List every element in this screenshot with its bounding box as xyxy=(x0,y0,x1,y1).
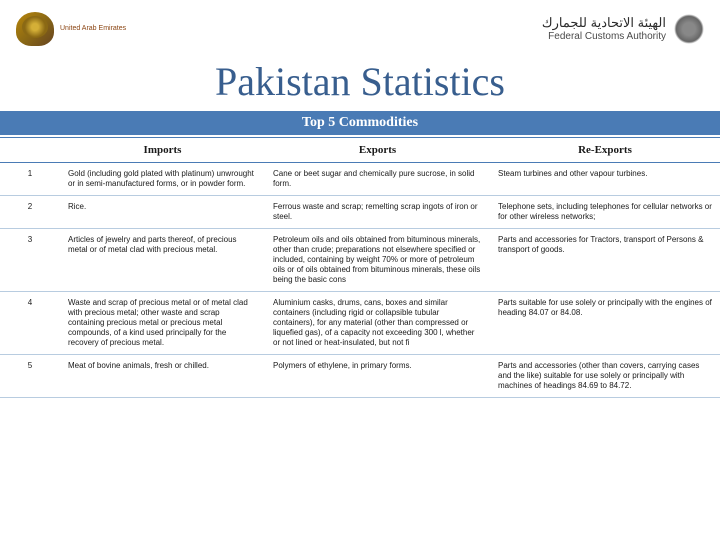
cell-imports: Meat of bovine animals, fresh or chilled… xyxy=(60,355,265,398)
table-header-row: Imports Exports Re-Exports xyxy=(0,138,720,163)
cell-reexports: Parts and accessories for Tractors, tran… xyxy=(490,229,720,292)
cell-imports: Articles of jewelry and parts thereof, o… xyxy=(60,229,265,292)
subtitle-bar: Top 5 Commodities xyxy=(0,111,720,135)
cell-reexports: Steam turbines and other vapour turbines… xyxy=(490,163,720,196)
table-row: 3 Articles of jewelry and parts thereof,… xyxy=(0,229,720,292)
row-number: 5 xyxy=(0,355,60,398)
row-number: 3 xyxy=(0,229,60,292)
row-number: 1 xyxy=(0,163,60,196)
cell-exports: Ferrous waste and scrap; remelting scrap… xyxy=(265,196,490,229)
table-row: 4 Waste and scrap of precious metal or o… xyxy=(0,292,720,355)
page-title: Pakistan Statistics xyxy=(0,58,720,105)
cell-imports: Gold (including gold plated with platinu… xyxy=(60,163,265,196)
fca-logo-block: الهيئة الاتحادية للجمارك Federal Customs… xyxy=(542,14,704,44)
col-header-reexports: Re-Exports xyxy=(490,138,720,163)
uae-emblem-block: United Arab Emirates xyxy=(16,12,126,46)
col-header-imports: Imports xyxy=(60,138,265,163)
cell-reexports: Parts and accessories (other than covers… xyxy=(490,355,720,398)
uae-emblem-caption: United Arab Emirates xyxy=(60,25,126,33)
fca-globe-icon xyxy=(674,14,704,44)
cell-reexports: Parts suitable for use solely or princip… xyxy=(490,292,720,355)
cell-exports: Cane or beet sugar and chemically pure s… xyxy=(265,163,490,196)
cell-exports: Polymers of ethylene, in primary forms. xyxy=(265,355,490,398)
fca-arabic-text: الهيئة الاتحادية للجمارك xyxy=(542,15,666,31)
col-header-blank xyxy=(0,138,60,163)
row-number: 2 xyxy=(0,196,60,229)
col-header-exports: Exports xyxy=(265,138,490,163)
cell-imports: Rice. xyxy=(60,196,265,229)
cell-imports: Waste and scrap of precious metal or of … xyxy=(60,292,265,355)
table-row: 5 Meat of bovine animals, fresh or chill… xyxy=(0,355,720,398)
uae-emblem-icon xyxy=(16,12,54,46)
header: United Arab Emirates الهيئة الاتحادية لل… xyxy=(0,0,720,54)
cell-reexports: Telephone sets, including telephones for… xyxy=(490,196,720,229)
table-row: 2 Rice. Ferrous waste and scrap; remelti… xyxy=(0,196,720,229)
commodities-table: Imports Exports Re-Exports 1 Gold (inclu… xyxy=(0,137,720,398)
row-number: 4 xyxy=(0,292,60,355)
cell-exports: Aluminium casks, drums, cans, boxes and … xyxy=(265,292,490,355)
cell-exports: Petroleum oils and oils obtained from bi… xyxy=(265,229,490,292)
fca-english-text: Federal Customs Authority xyxy=(542,31,666,43)
table-row: 1 Gold (including gold plated with plati… xyxy=(0,163,720,196)
